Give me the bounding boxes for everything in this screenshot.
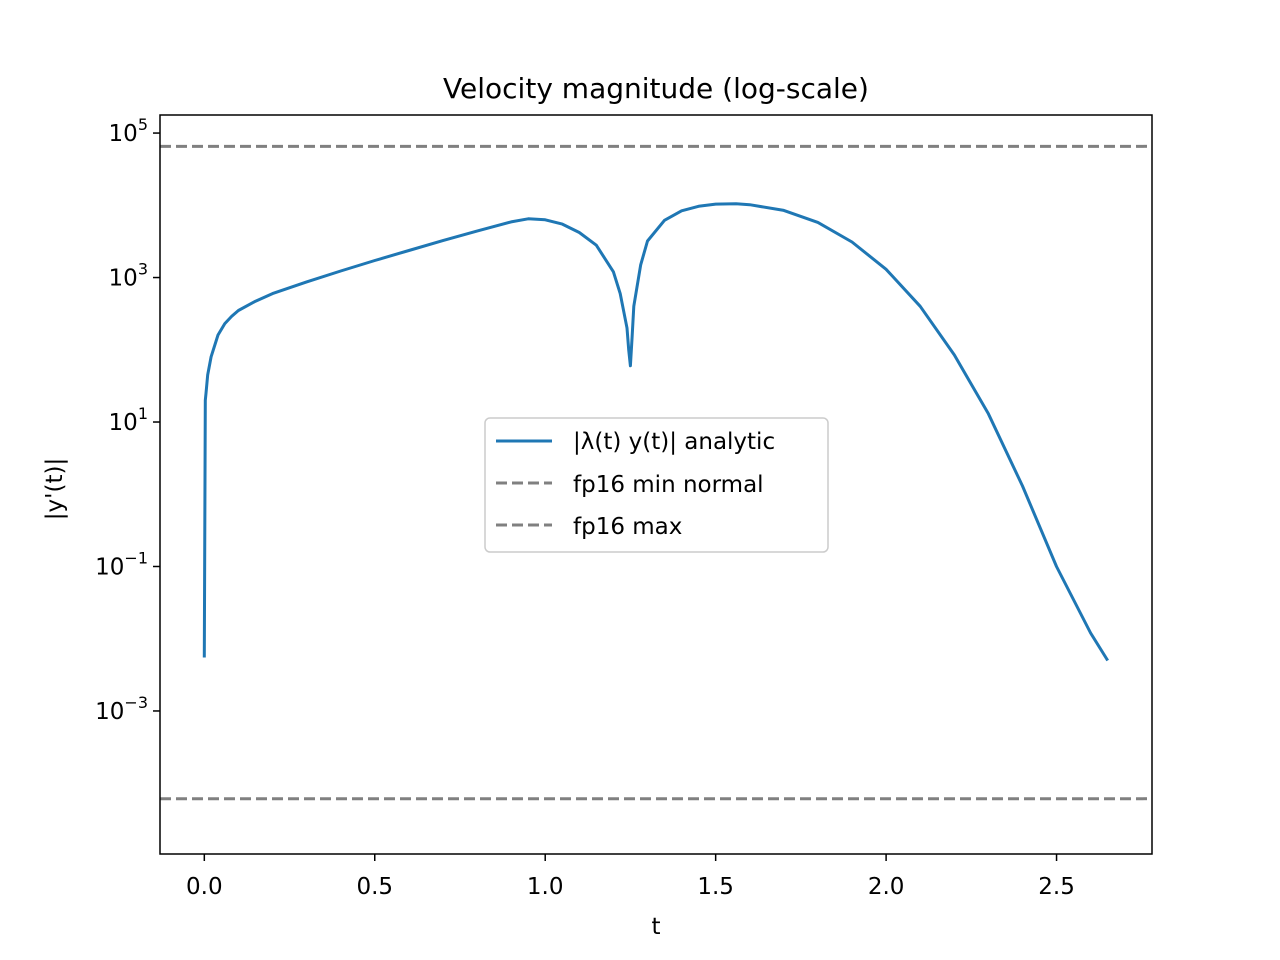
y-tick-base: 10 (95, 554, 124, 580)
y-axis-label: |y'(t)| (42, 458, 68, 520)
legend-label-analytic: |λ(t) y(t)| analytic (573, 429, 775, 455)
legend-label-fp16-min-normal: fp16 min normal (573, 472, 764, 498)
axes-frame (159, 114, 1153, 855)
y-tick-base: 10 (109, 121, 138, 147)
series-line-analytic (202, 202, 1109, 662)
chart-title: Velocity magnitude (log-scale) (443, 72, 869, 105)
x-tick-label: 2.0 (868, 874, 905, 900)
x-tick-label: 1.5 (697, 874, 734, 900)
x-tick-label: 0.5 (356, 874, 393, 900)
x-axis-label: t (651, 914, 660, 940)
y-tick-exponent: −3 (124, 693, 148, 712)
y-tick-base: 10 (109, 410, 138, 436)
y-tick-base: 10 (95, 699, 124, 725)
y-tick-label: 10−3 (95, 693, 148, 725)
y-tick-exponent: 5 (138, 115, 148, 134)
legend: |λ(t) y(t)| analytic fp16 min normal fp1… (484, 417, 829, 553)
y-tick-label: 105 (109, 115, 148, 147)
y-tick-label: 103 (109, 260, 148, 292)
plot-area (160, 144, 1152, 801)
y-tick-base: 10 (109, 266, 138, 292)
y-tick-label: 101 (109, 404, 148, 436)
y-tick-label: 10−1 (95, 548, 148, 580)
x-tick-label: 1.0 (527, 874, 564, 900)
y-tick-exponent: −1 (124, 548, 148, 567)
legend-label-fp16-max: fp16 max (573, 514, 682, 540)
legend-box (484, 417, 829, 553)
x-axis: 0.0 0.5 1.0 1.5 2.0 2.5 (186, 854, 1075, 900)
x-tick-label: 0.0 (186, 874, 223, 900)
y-tick-exponent: 1 (138, 404, 148, 423)
x-tick-label: 2.5 (1038, 874, 1075, 900)
y-tick-exponent: 3 (138, 260, 148, 279)
